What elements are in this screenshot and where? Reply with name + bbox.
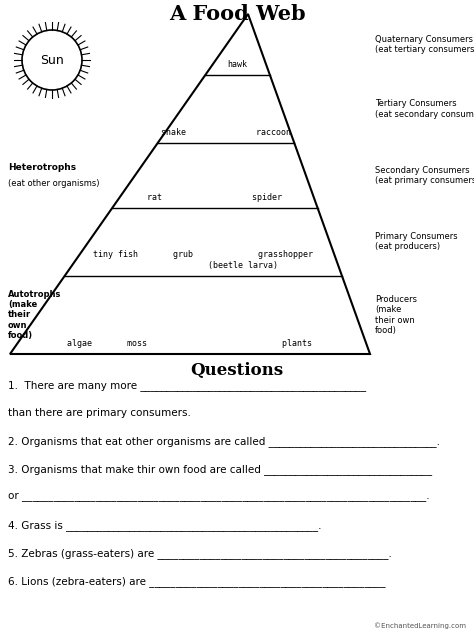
Text: or _____________________________________________________________________________: or _____________________________________… [8, 492, 429, 502]
Text: 5. Zebras (grass-eaters) are ____________________________________________.: 5. Zebras (grass-eaters) are ___________… [8, 548, 392, 559]
Text: 6. Lions (zebra-eaters) are _____________________________________________: 6. Lions (zebra-eaters) are ____________… [8, 576, 385, 587]
Text: 3. Organisms that make thir own food are called ________________________________: 3. Organisms that make thir own food are… [8, 464, 432, 475]
Text: algae       moss                           plants: algae moss plants [67, 339, 312, 348]
Text: Quaternary Consumers
(eat tertiary consumers): Quaternary Consumers (eat tertiary consu… [375, 35, 474, 54]
Text: 2. Organisms that eat other organisms are called _______________________________: 2. Organisms that eat other organisms ar… [8, 436, 440, 447]
Text: Tertiary Consumers
(eat secondary consumers): Tertiary Consumers (eat secondary consum… [375, 99, 474, 119]
Text: tiny fish       grub             grasshopper
                (beetle larva): tiny fish grub grasshopper (beetle larva… [93, 250, 313, 270]
Text: Questions: Questions [191, 362, 283, 379]
Text: A Food Web: A Food Web [169, 4, 305, 24]
Text: 1.  There are many more ___________________________________________: 1. There are many more _________________… [8, 380, 366, 391]
Text: rat                  spider: rat spider [147, 193, 283, 202]
Text: Sun: Sun [40, 54, 64, 66]
Text: Producers
(make
their own
food): Producers (make their own food) [375, 295, 417, 335]
Text: Autotrophs
(make
their
own
food): Autotrophs (make their own food) [8, 289, 61, 340]
Text: Heterotrophs: Heterotrophs [8, 163, 76, 172]
Text: Primary Consumers
(eat producers): Primary Consumers (eat producers) [375, 232, 457, 252]
Text: ©EnchantedLearning.com: ©EnchantedLearning.com [374, 623, 466, 629]
Text: hawk: hawk [228, 60, 247, 69]
Text: than there are primary consumers.: than there are primary consumers. [8, 408, 191, 418]
Text: Secondary Consumers
(eat primary consumers): Secondary Consumers (eat primary consume… [375, 166, 474, 185]
Text: snake              raccoon: snake raccoon [161, 128, 291, 137]
Text: (eat other organisms): (eat other organisms) [8, 179, 100, 188]
Text: 4. Grass is ________________________________________________.: 4. Grass is ____________________________… [8, 520, 321, 531]
